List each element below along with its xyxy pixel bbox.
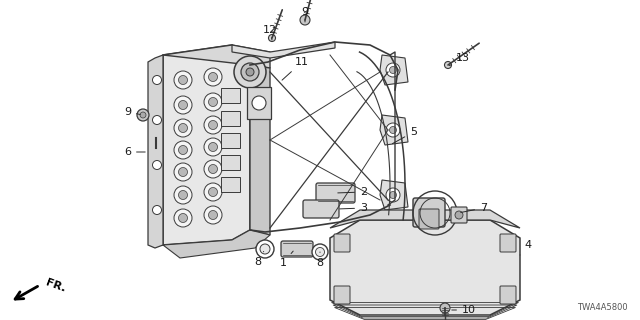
Text: 7: 7 [461, 203, 487, 213]
Circle shape [152, 116, 161, 124]
Circle shape [140, 112, 146, 118]
Circle shape [152, 76, 161, 84]
Circle shape [204, 206, 222, 224]
Polygon shape [232, 42, 335, 58]
Circle shape [179, 213, 188, 222]
Text: 10: 10 [452, 305, 476, 315]
FancyBboxPatch shape [316, 183, 355, 203]
Circle shape [209, 188, 218, 196]
Text: 9: 9 [301, 7, 308, 22]
Circle shape [152, 205, 161, 214]
Text: 8: 8 [255, 252, 264, 267]
Polygon shape [330, 220, 520, 315]
Circle shape [386, 188, 400, 202]
FancyBboxPatch shape [334, 286, 350, 304]
Circle shape [269, 35, 275, 42]
Circle shape [179, 167, 188, 177]
Circle shape [204, 93, 222, 111]
Polygon shape [163, 45, 270, 68]
FancyBboxPatch shape [303, 200, 339, 218]
Polygon shape [330, 210, 520, 228]
Circle shape [246, 68, 254, 76]
Circle shape [440, 303, 450, 313]
Circle shape [241, 63, 259, 81]
Circle shape [174, 119, 192, 137]
Circle shape [174, 141, 192, 159]
FancyBboxPatch shape [500, 286, 516, 304]
Circle shape [260, 244, 270, 254]
Circle shape [386, 63, 400, 77]
Text: TWA4A5800: TWA4A5800 [577, 303, 628, 312]
Circle shape [174, 209, 192, 227]
FancyBboxPatch shape [221, 155, 239, 170]
Circle shape [209, 142, 218, 151]
Text: 2: 2 [338, 187, 367, 197]
FancyBboxPatch shape [419, 209, 439, 229]
FancyBboxPatch shape [221, 87, 239, 102]
Polygon shape [163, 45, 250, 245]
FancyBboxPatch shape [247, 87, 271, 119]
Circle shape [390, 126, 397, 133]
Circle shape [209, 121, 218, 130]
Circle shape [256, 240, 274, 258]
Text: 3: 3 [340, 203, 367, 213]
FancyBboxPatch shape [221, 177, 239, 191]
Circle shape [137, 109, 149, 121]
Text: 11: 11 [282, 57, 309, 80]
Circle shape [455, 211, 463, 219]
Circle shape [174, 71, 192, 89]
FancyBboxPatch shape [500, 234, 516, 252]
Circle shape [300, 15, 310, 25]
Circle shape [179, 146, 188, 155]
Circle shape [386, 123, 400, 137]
FancyBboxPatch shape [221, 110, 239, 125]
Text: 13: 13 [449, 53, 470, 66]
FancyBboxPatch shape [451, 207, 467, 223]
Circle shape [204, 116, 222, 134]
Circle shape [204, 183, 222, 201]
Circle shape [179, 100, 188, 109]
Circle shape [179, 190, 188, 199]
Text: FR.: FR. [44, 278, 67, 294]
Circle shape [174, 96, 192, 114]
Text: 8: 8 [316, 252, 324, 268]
Circle shape [204, 160, 222, 178]
Circle shape [174, 186, 192, 204]
Circle shape [390, 67, 397, 74]
Polygon shape [380, 115, 408, 145]
Circle shape [209, 211, 218, 220]
Text: 4: 4 [520, 240, 531, 255]
Circle shape [152, 161, 161, 170]
Circle shape [204, 138, 222, 156]
Circle shape [209, 164, 218, 173]
Circle shape [179, 76, 188, 84]
Circle shape [316, 247, 324, 257]
Circle shape [252, 96, 266, 110]
Circle shape [312, 244, 328, 260]
Polygon shape [380, 55, 408, 85]
Circle shape [234, 56, 266, 88]
Polygon shape [148, 55, 163, 248]
Circle shape [174, 163, 192, 181]
Text: 6: 6 [124, 147, 145, 157]
Circle shape [179, 124, 188, 132]
Text: 12: 12 [263, 25, 277, 40]
FancyBboxPatch shape [281, 241, 313, 257]
Circle shape [445, 61, 451, 68]
Polygon shape [250, 65, 270, 235]
Polygon shape [380, 180, 408, 210]
Text: 5: 5 [392, 127, 417, 144]
FancyBboxPatch shape [334, 234, 350, 252]
Circle shape [301, 17, 308, 23]
Text: 1: 1 [280, 251, 293, 268]
FancyBboxPatch shape [221, 132, 239, 148]
FancyBboxPatch shape [413, 198, 445, 227]
Circle shape [390, 191, 397, 198]
Polygon shape [163, 230, 270, 258]
Circle shape [204, 68, 222, 86]
Circle shape [209, 73, 218, 82]
Text: 9: 9 [124, 107, 140, 117]
Circle shape [209, 98, 218, 107]
